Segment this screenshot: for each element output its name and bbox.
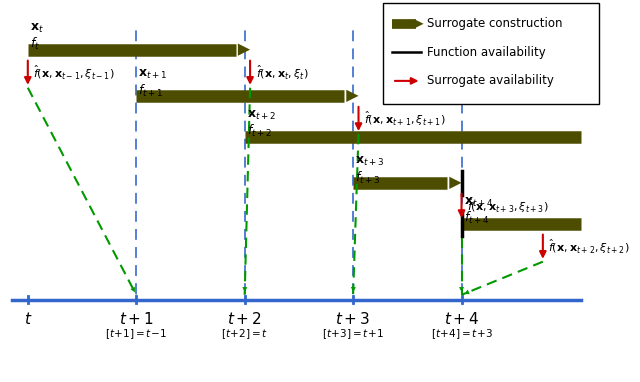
- Text: $\hat{f}(\mathbf{x},\mathbf{x}_{t+3},\xi_{t+3})$: $\hat{f}(\mathbf{x},\mathbf{x}_{t+3},\xi…: [467, 197, 548, 215]
- Text: $t$: $t$: [24, 311, 32, 327]
- Text: $f_{t+3}$: $f_{t+3}$: [355, 170, 381, 186]
- Text: $t+2$: $t+2$: [227, 311, 262, 327]
- Text: $\hat{f}(\mathbf{x},\mathbf{x}_{t+1},\xi_{t+1})$: $\hat{f}(\mathbf{x},\mathbf{x}_{t+1},\xi…: [364, 110, 445, 128]
- Text: $f_{t+4}$: $f_{t+4}$: [464, 210, 489, 227]
- Text: $[t\!+\!2]=t$: $[t\!+\!2]=t$: [221, 327, 268, 341]
- Text: $f_t$: $f_t$: [30, 36, 40, 52]
- Text: $[t\!+\!4]=t\!+\!3$: $[t\!+\!4]=t\!+\!3$: [431, 327, 493, 341]
- Text: $\mathbf{x}_t$: $\mathbf{x}_t$: [30, 21, 44, 35]
- Text: $[t\!+\!1]=t\!-\!1$: $[t\!+\!1]=t\!-\!1$: [105, 327, 167, 341]
- Text: $f_{t+1}$: $f_{t+1}$: [138, 83, 164, 99]
- Text: $\mathbf{x}_{t+4}$: $\mathbf{x}_{t+4}$: [464, 196, 493, 209]
- Text: $\mathbf{x}_{t+2}$: $\mathbf{x}_{t+2}$: [247, 108, 276, 122]
- Text: $\hat{f}(\mathbf{x},\mathbf{x}_t,\xi_t)$: $\hat{f}(\mathbf{x},\mathbf{x}_t,\xi_t)$: [255, 63, 308, 82]
- Text: $f_{t+2}$: $f_{t+2}$: [247, 123, 272, 139]
- Text: Surrogate availability: Surrogate availability: [427, 74, 554, 87]
- Text: $\mathbf{x}_{t+3}$: $\mathbf{x}_{t+3}$: [355, 155, 385, 168]
- Text: $\mathbf{x}_{t+1}$: $\mathbf{x}_{t+1}$: [138, 68, 168, 81]
- Text: $\hat{f}(\mathbf{x},\mathbf{x}_{t-1},\xi_{t-1})$: $\hat{f}(\mathbf{x},\mathbf{x}_{t-1},\xi…: [33, 63, 115, 82]
- Text: Function availability: Function availability: [427, 46, 545, 59]
- Text: $t+4$: $t+4$: [444, 311, 479, 327]
- Text: $[t\!+\!3]=t\!+\!1$: $[t\!+\!3]=t\!+\!1$: [322, 327, 384, 341]
- Text: Surrogate construction: Surrogate construction: [427, 17, 563, 30]
- Text: $t+3$: $t+3$: [335, 311, 371, 327]
- FancyBboxPatch shape: [383, 3, 599, 104]
- Text: $t+1$: $t+1$: [119, 311, 154, 327]
- Text: $\hat{f}(\mathbf{x},\mathbf{x}_{t+2},\xi_{t+2})$: $\hat{f}(\mathbf{x},\mathbf{x}_{t+2},\xi…: [548, 238, 630, 256]
